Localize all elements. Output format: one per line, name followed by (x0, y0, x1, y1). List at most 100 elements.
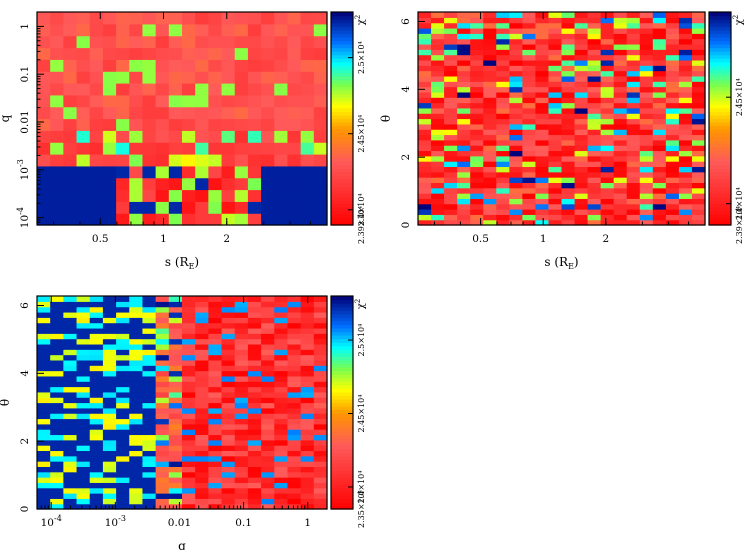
heatmap-cell (665, 161, 680, 168)
heatmap-cell (274, 165, 289, 179)
heatmap-cell (182, 503, 196, 510)
heatmap-cell (182, 213, 196, 226)
heatmap-cell (195, 35, 209, 49)
heatmap-cell (483, 54, 497, 61)
heatmap-cell (522, 97, 537, 104)
heatmap-cell (50, 386, 64, 393)
heatmap-cell (234, 498, 249, 505)
heatmap-cell (102, 47, 117, 60)
heatmap-cell (182, 177, 196, 191)
heatmap-cell (509, 12, 523, 18)
colorbar-segment (331, 324, 353, 329)
heatmap-cell (561, 75, 576, 82)
heatmap-cell (155, 429, 170, 436)
colorbar-segment (331, 51, 353, 56)
heatmap-cell (496, 203, 510, 210)
heatmap-cell (496, 43, 510, 50)
heatmap-cell (626, 97, 641, 104)
heatmap-cell (548, 91, 563, 98)
heatmap-cell (587, 33, 602, 40)
colorbar-segment (331, 118, 353, 123)
heatmap-cell (509, 38, 523, 45)
heatmap-cell (37, 445, 51, 452)
heatmap-cell (561, 171, 576, 178)
heatmap-cell (274, 413, 289, 420)
heatmap-cell (496, 65, 510, 72)
heatmap-cell (102, 455, 117, 462)
heatmap-cell (561, 33, 576, 40)
heatmap-cell (418, 145, 432, 152)
heatmap-cell (168, 482, 183, 489)
heatmap-cell (234, 482, 249, 489)
heatmap-cell (613, 219, 628, 226)
heatmap-cell (300, 386, 315, 393)
heatmap-cell (300, 349, 315, 356)
heatmap-cell (168, 311, 183, 318)
heatmap-cell (37, 381, 51, 388)
heatmap-cell (50, 381, 64, 388)
heatmap-cell (561, 118, 576, 125)
heatmap-cell (261, 397, 275, 404)
colorbar-segment (331, 36, 353, 41)
heatmap-cell (509, 155, 523, 162)
heatmap-cell (535, 17, 550, 24)
heatmap-cell (37, 418, 51, 425)
heatmap-cell (221, 354, 236, 361)
heatmap-cell (287, 418, 302, 425)
heatmap-cell (587, 91, 602, 98)
heatmap-cell (535, 182, 550, 189)
colorbar-frame (708, 11, 732, 226)
heatmap-cell (574, 17, 589, 24)
heatmap-cell (221, 359, 236, 366)
colorbar-segment (709, 146, 731, 152)
heatmap-cell (626, 86, 641, 93)
heatmap-cell (261, 47, 275, 60)
heatmap-cell (155, 397, 170, 404)
heatmap-cell (102, 381, 117, 388)
heatmap-cell (678, 219, 693, 226)
heatmap-cell (678, 43, 693, 50)
heatmap-cell (129, 354, 144, 361)
heatmap-cell (300, 35, 315, 49)
heatmap-cell (509, 129, 523, 136)
heatmap-cell (561, 54, 576, 61)
heatmap-cell (155, 142, 170, 155)
heatmap-cell (37, 106, 51, 120)
heatmap-cell (470, 129, 484, 136)
heatmap-cell (522, 65, 537, 72)
heatmap-cell (195, 391, 209, 398)
heatmap-cell (431, 22, 445, 29)
heatmap-cell (63, 349, 78, 356)
heatmap-cell (470, 161, 484, 168)
heatmap-cell (418, 171, 432, 178)
heatmap-cell (470, 155, 484, 162)
heatmap-cell (50, 12, 64, 25)
heatmap-cell (89, 418, 104, 425)
heatmap-cell (313, 397, 328, 404)
heatmap-cell (561, 59, 576, 66)
heatmap-cell (129, 418, 144, 425)
heatmap-cell (182, 165, 196, 179)
heatmap-cell (63, 381, 78, 388)
heatmap-cell (102, 177, 117, 191)
heatmap-cell (665, 214, 680, 221)
heatmap-cell (574, 177, 589, 183)
heatmap-cell (678, 123, 693, 130)
heatmap-cell (247, 461, 262, 467)
heatmap-cell (470, 59, 484, 66)
heatmap-cell (89, 71, 104, 84)
colorbar-segment (709, 104, 731, 109)
heatmap-cell (548, 12, 563, 18)
heatmap-cell (548, 75, 563, 82)
heatmap-cell (89, 423, 104, 430)
heatmap-cell (496, 54, 510, 61)
heatmap-cell (37, 338, 51, 345)
heatmap-cell (509, 102, 523, 109)
colorbar-segment (709, 86, 731, 91)
heatmap-cell (313, 338, 328, 345)
heatmap-cell (587, 49, 602, 56)
colorbar-segment (331, 104, 353, 109)
heatmap-cell (50, 487, 64, 494)
heatmap-cell (548, 150, 563, 157)
colorbar-segment (331, 466, 353, 471)
